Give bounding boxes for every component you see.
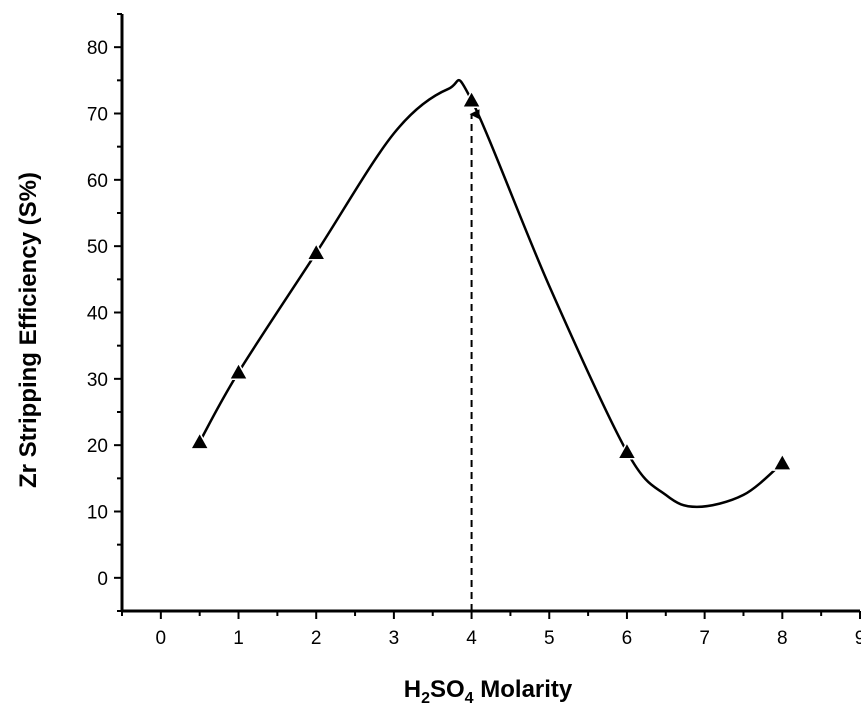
curve-layer <box>200 80 783 507</box>
x-tick-label-5: 5 <box>544 628 555 649</box>
x-tick-label-4: 4 <box>466 628 477 649</box>
y-axis-title: Zr Stripping Efficiency (S%) <box>15 172 42 488</box>
y-tick-label-70: 70 <box>87 105 108 126</box>
x-tick-label-8: 8 <box>777 628 788 649</box>
data-point-triangle <box>230 363 248 379</box>
x-axis-title: H2SO4 Molarity <box>404 676 573 707</box>
y-tick-label-50: 50 <box>87 237 108 258</box>
x-axis-title-part-1: H <box>404 676 421 703</box>
y-tick-label-0: 0 <box>97 569 108 590</box>
data-point-triangle <box>773 454 791 470</box>
data-point-triangle <box>618 443 636 459</box>
axes: 0 1 2 3 4 5 6 7 8 9 0 10 20 30 40 50 60 70 80 <box>87 14 861 649</box>
fit-curve <box>200 80 783 507</box>
marker-layer <box>191 91 792 470</box>
x-tick-label-9: 9 <box>855 628 861 649</box>
y-tick-label-20: 20 <box>87 436 108 457</box>
y-tick-label-60: 60 <box>87 171 108 192</box>
x-axis-title-sub-2: 4 <box>465 690 474 707</box>
y-tick-label-80: 80 <box>87 38 108 59</box>
data-point-triangle <box>463 91 481 107</box>
data-point-triangle <box>191 433 209 449</box>
x-tick-label-2: 2 <box>311 628 322 649</box>
x-tick-label-7: 7 <box>699 628 710 649</box>
x-axis-title-sub-1: 2 <box>421 690 430 707</box>
x-axis-title-part-3: Molarity <box>474 676 573 703</box>
x-tick-label-1: 1 <box>233 628 244 649</box>
y-tick-label-10: 10 <box>87 503 108 524</box>
y-tick-label-40: 40 <box>87 304 108 325</box>
x-tick-label-6: 6 <box>622 628 633 649</box>
x-axis-title-part-2: SO <box>430 676 465 703</box>
x-tick-label-0: 0 <box>156 628 167 649</box>
data-point-triangle <box>307 244 325 260</box>
y-tick-label-30: 30 <box>87 370 108 391</box>
x-tick-label-3: 3 <box>389 628 400 649</box>
